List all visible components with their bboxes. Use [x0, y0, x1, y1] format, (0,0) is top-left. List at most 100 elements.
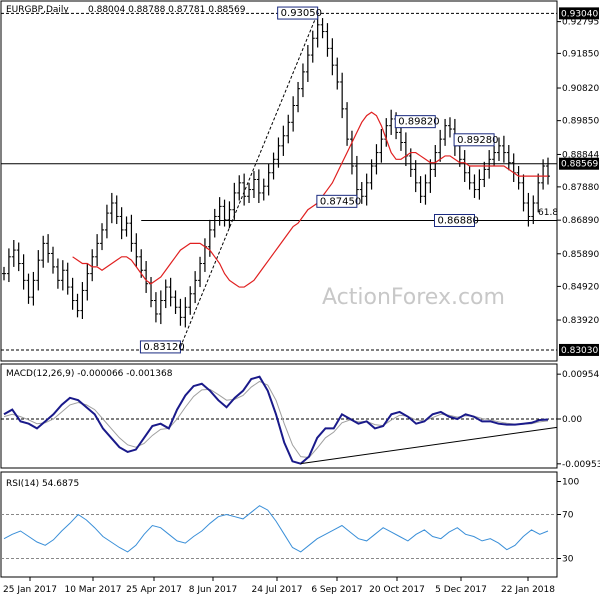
- price-bar-74: [364, 173, 369, 206]
- x-tick-label-2: 25 Apr 2017: [126, 585, 182, 595]
- price-bar-14: [70, 277, 75, 310]
- box-label-5: 0.86880: [437, 215, 478, 226]
- price-bar-107: [526, 192, 531, 227]
- macd-panel-frame: [0, 363, 558, 469]
- price-bar-39: [193, 271, 198, 304]
- box-label-1: 0.83120: [143, 342, 184, 353]
- price-bar-9: [46, 234, 51, 263]
- price-bar-1: [6, 248, 11, 283]
- price-bar-36: [178, 298, 183, 326]
- price-bar-57: [281, 125, 286, 156]
- macd-tick-label-0: 0.00954: [562, 370, 599, 380]
- price-bar-85: [418, 176, 423, 204]
- price-bar-11: [55, 258, 60, 289]
- price-bar-46: [227, 201, 232, 229]
- macd-trendline: [300, 426, 558, 465]
- price-bar-72: [354, 155, 359, 200]
- price-bar-49: [242, 173, 247, 206]
- price-tick-label-0: 0.92795: [562, 18, 599, 28]
- price-bar-64: [315, 15, 320, 48]
- price-bar-4: [21, 254, 26, 290]
- price-bar-84: [413, 160, 418, 193]
- x-tick-label-4: 24 Jul 2017: [252, 585, 303, 595]
- rsi-tick-label-1: 70: [562, 511, 574, 521]
- price-bar-91: [447, 117, 452, 138]
- price-bar-44: [217, 197, 222, 226]
- price-bar-87: [428, 159, 433, 193]
- price-bar-16: [80, 282, 85, 320]
- box-label-3: 0.89820: [398, 117, 439, 128]
- price-tick-label-7: 0.85890: [562, 250, 599, 260]
- x-tick-label-0: 25 Jan 2017: [3, 585, 57, 595]
- price-bar-110: [541, 159, 546, 190]
- price-bar-69: [340, 72, 345, 119]
- price-bar-56: [276, 137, 281, 168]
- price-bar-58: [286, 114, 291, 144]
- price-bar-62: [305, 44, 310, 82]
- price-bar-88: [433, 145, 438, 177]
- price-bar-0: [2, 266, 6, 281]
- rsi-tick-label-0: 100: [562, 478, 579, 488]
- price-trendline: [179, 12, 319, 348]
- price-bar-43: [212, 208, 217, 238]
- price-bar-71: [349, 130, 354, 175]
- price-bar-59: [291, 96, 296, 132]
- price-bar-50: [247, 182, 252, 204]
- price-panel-frame: [0, 0, 558, 362]
- macd-tick-label-1: 0.00: [562, 415, 582, 425]
- macd-title: MACD(12,26,9) -0.000066 -0.001368: [6, 369, 173, 379]
- macd-tick-label-2: -0.009538: [562, 460, 600, 470]
- price-tick-label-8: 0.84920: [562, 282, 599, 292]
- price-tick-label-5: 0.87880: [562, 183, 599, 193]
- price-bar-27: [134, 233, 139, 267]
- box-label-frame-4: [453, 133, 495, 147]
- price-bar-19: [95, 234, 100, 267]
- price-bar-65: [320, 18, 325, 39]
- hline-label-bg-1: [559, 343, 599, 356]
- price-bar-5: [26, 273, 31, 304]
- price-bar-53: [261, 178, 266, 201]
- price-bar-12: [60, 260, 65, 291]
- price-bar-3: [16, 242, 21, 272]
- rsi-line: [3, 505, 549, 553]
- box-label-frame-1: [139, 340, 181, 354]
- price-bar-17: [85, 263, 90, 301]
- hline-label-bg-2: [559, 157, 599, 170]
- x-tick-label-7: 5 Dec 2017: [435, 585, 487, 595]
- price-bar-106: [521, 174, 526, 212]
- price-bar-77: [379, 129, 384, 163]
- price-bar-75: [369, 159, 374, 190]
- macd-line: [3, 375, 549, 465]
- macd-signal-line: [3, 380, 549, 459]
- fib-label: 61.8: [538, 208, 558, 218]
- price-bar-48: [237, 175, 242, 201]
- price-bar-7: [36, 250, 41, 291]
- price-bar-25: [124, 216, 129, 237]
- price-axis: 0.92795 0.91850 0.90820 0.89850 0.88844 0.878…: [557, 18, 599, 326]
- box-label-frame-2: [316, 194, 358, 208]
- price-tick-label-9: 0.83920: [562, 316, 599, 326]
- price-bar-52: [256, 169, 261, 204]
- price-bar-10: [51, 246, 56, 274]
- price-bar-8: [41, 235, 46, 268]
- price-bar-60: [296, 81, 301, 113]
- box-label-frame-5: [433, 213, 475, 227]
- price-tick-label-2: 0.90820: [562, 84, 599, 94]
- price-bar-111: [546, 157, 550, 185]
- price-bar-47: [232, 182, 237, 220]
- price-bar-90: [443, 118, 448, 146]
- macd-panel: 0.00954 0.00 -0.009538: [1, 370, 600, 470]
- rsi-title: RSI(14) 54.6875: [6, 479, 79, 489]
- price-tick-label-1: 0.91850: [562, 49, 599, 59]
- price-bar-76: [374, 144, 379, 175]
- price-bar-23: [114, 195, 119, 225]
- price-bar-54: [266, 163, 271, 196]
- hline-label-2: 0.88569: [561, 160, 598, 170]
- price-bars: [2, 15, 550, 328]
- price-bar-38: [188, 286, 193, 315]
- price-bar-18: [90, 249, 95, 282]
- price-bar-31: [153, 292, 158, 323]
- price-bar-68: [335, 57, 340, 90]
- price-bar-20: [100, 223, 105, 251]
